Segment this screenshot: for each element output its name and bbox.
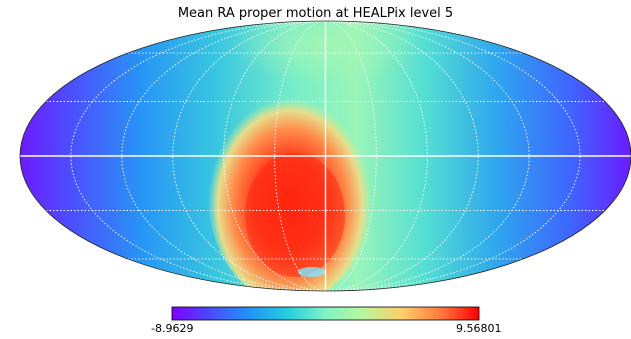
graticule-meridian xyxy=(172,21,326,291)
graticule-meridian xyxy=(325,21,581,291)
chart-title: Mean RA proper motion at HEALPix level 5 xyxy=(177,6,454,21)
map-outline xyxy=(19,20,631,292)
graticule-meridian xyxy=(70,21,326,291)
graticule-meridian xyxy=(325,21,530,291)
graticule-meridian xyxy=(325,21,479,291)
colorbar-min-label: -8.9629 xyxy=(151,322,194,335)
cluster-patch xyxy=(298,267,326,277)
colorbar xyxy=(171,306,480,321)
graticule-meridian xyxy=(121,21,326,291)
high-motion-core xyxy=(245,153,345,277)
colorbar-max-label: 9.56801 xyxy=(456,322,502,335)
